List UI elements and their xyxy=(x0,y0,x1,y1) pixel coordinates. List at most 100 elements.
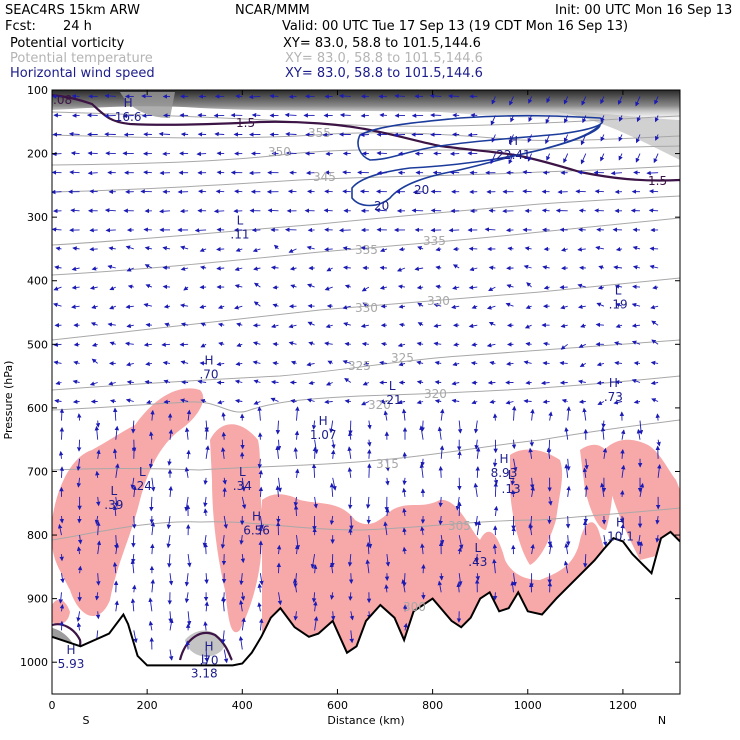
wind-vector xyxy=(71,266,80,272)
wind-vector xyxy=(241,496,247,510)
wind-vector xyxy=(403,622,408,631)
wind-vector xyxy=(329,482,335,497)
wind-vector xyxy=(293,496,299,507)
wind-vector xyxy=(252,341,261,346)
wind-vector xyxy=(360,113,369,118)
low-marker: L xyxy=(237,214,244,228)
field-name-wind: Horizontal wind speed xyxy=(10,66,155,81)
wind-vector xyxy=(96,521,101,536)
wind-vector xyxy=(53,302,62,308)
field-name-pv: Potential vorticity xyxy=(10,36,125,51)
wind-vector xyxy=(528,96,533,104)
wind-vector xyxy=(507,246,514,251)
theta-label-350: 350 xyxy=(268,145,291,159)
wind-vector xyxy=(258,486,264,497)
wind-vector xyxy=(104,113,116,119)
wind-vector xyxy=(204,601,209,612)
wind-vector xyxy=(125,304,134,309)
wind-vector xyxy=(600,96,605,105)
x-tick-label: 1200 xyxy=(609,699,637,712)
wind-vector xyxy=(565,515,571,529)
field-xy-theta: XY= 83.0, 58.8 to 101.5,144.6 xyxy=(285,51,483,66)
wind-vector xyxy=(522,170,532,175)
wind-vector xyxy=(561,398,568,404)
high-marker: H xyxy=(124,96,133,110)
x-tick-label: 800 xyxy=(422,699,443,712)
wind-vector xyxy=(438,515,443,526)
high-low-value: 16.6 xyxy=(115,110,142,124)
wind-vector xyxy=(456,582,461,593)
wind-vector xyxy=(252,360,261,365)
wind-vector xyxy=(162,284,171,290)
x-tick-label: 400 xyxy=(232,699,253,712)
wind-vector xyxy=(275,485,281,497)
wind-vector xyxy=(348,528,353,536)
wind-vector xyxy=(510,489,516,497)
high-marker: H xyxy=(609,376,618,390)
wind-vector xyxy=(203,508,208,517)
x-tick-label: 600 xyxy=(327,699,348,712)
wind-vector xyxy=(649,189,659,194)
high-low-value: .70 xyxy=(199,368,218,382)
wind-vector xyxy=(620,429,626,440)
wind-vector xyxy=(60,573,65,584)
wind-vector xyxy=(541,380,550,386)
high-marker: H xyxy=(509,134,518,148)
fcst-value: 24 h xyxy=(63,19,92,34)
high-low-value: .11 xyxy=(230,228,249,242)
wind-vector xyxy=(526,282,532,288)
wind-vector xyxy=(236,322,243,327)
wind-vector xyxy=(276,439,282,451)
wind-vector xyxy=(203,542,208,555)
y-tick-label: 100 xyxy=(27,84,48,97)
wind-vector xyxy=(402,451,408,459)
wind-vector xyxy=(527,134,533,143)
field-name-theta: Potential temperature xyxy=(10,51,153,66)
wind-vector xyxy=(146,399,153,405)
wind-vector xyxy=(435,247,442,252)
wind-vector xyxy=(311,420,317,430)
x-tick-label: 0 xyxy=(49,699,56,712)
wind-vector xyxy=(457,547,462,555)
wind-vector xyxy=(435,284,442,290)
wind-vector xyxy=(114,600,119,612)
high-low-value: 22.41 xyxy=(496,148,530,162)
wind-vector xyxy=(223,515,228,529)
wind-vector xyxy=(95,420,101,428)
wind-vector xyxy=(216,246,225,252)
wind-vector xyxy=(655,535,660,543)
wind-vector xyxy=(108,246,116,251)
y-tick-label: 900 xyxy=(27,593,48,606)
wind-vector xyxy=(253,400,261,405)
wind-vector xyxy=(564,463,569,478)
wind-vector xyxy=(486,305,496,310)
wind-vector xyxy=(127,284,134,289)
high-marker: H xyxy=(252,509,261,523)
wind-vector xyxy=(561,247,568,252)
wind-vector xyxy=(505,302,514,307)
y-axis: 100 200 300 400 500 600 700 800 900 1000 xyxy=(20,84,680,669)
wind-vector xyxy=(96,573,101,586)
wind-vector xyxy=(236,342,243,347)
wind-vector xyxy=(412,189,424,195)
wind-vector xyxy=(310,554,316,569)
wind-vector xyxy=(199,304,207,309)
wind-vector xyxy=(506,227,514,233)
wind-vector xyxy=(330,449,336,459)
wind-vector xyxy=(385,477,390,486)
wind-vector xyxy=(652,285,659,290)
wind-vector xyxy=(651,320,659,326)
wind-vector xyxy=(347,467,353,478)
wind-vector xyxy=(59,604,65,612)
wind-vector xyxy=(360,323,369,329)
wind-vector xyxy=(76,458,81,471)
wind-vector xyxy=(451,304,460,310)
wind-vector xyxy=(107,264,116,270)
wind-vector xyxy=(234,305,243,310)
wind-vector xyxy=(600,482,605,497)
wind-vector xyxy=(650,380,659,386)
low-marker: L xyxy=(508,468,515,482)
wind-vector xyxy=(476,520,482,536)
wind-vector xyxy=(216,361,225,367)
wind-vector xyxy=(221,431,227,440)
